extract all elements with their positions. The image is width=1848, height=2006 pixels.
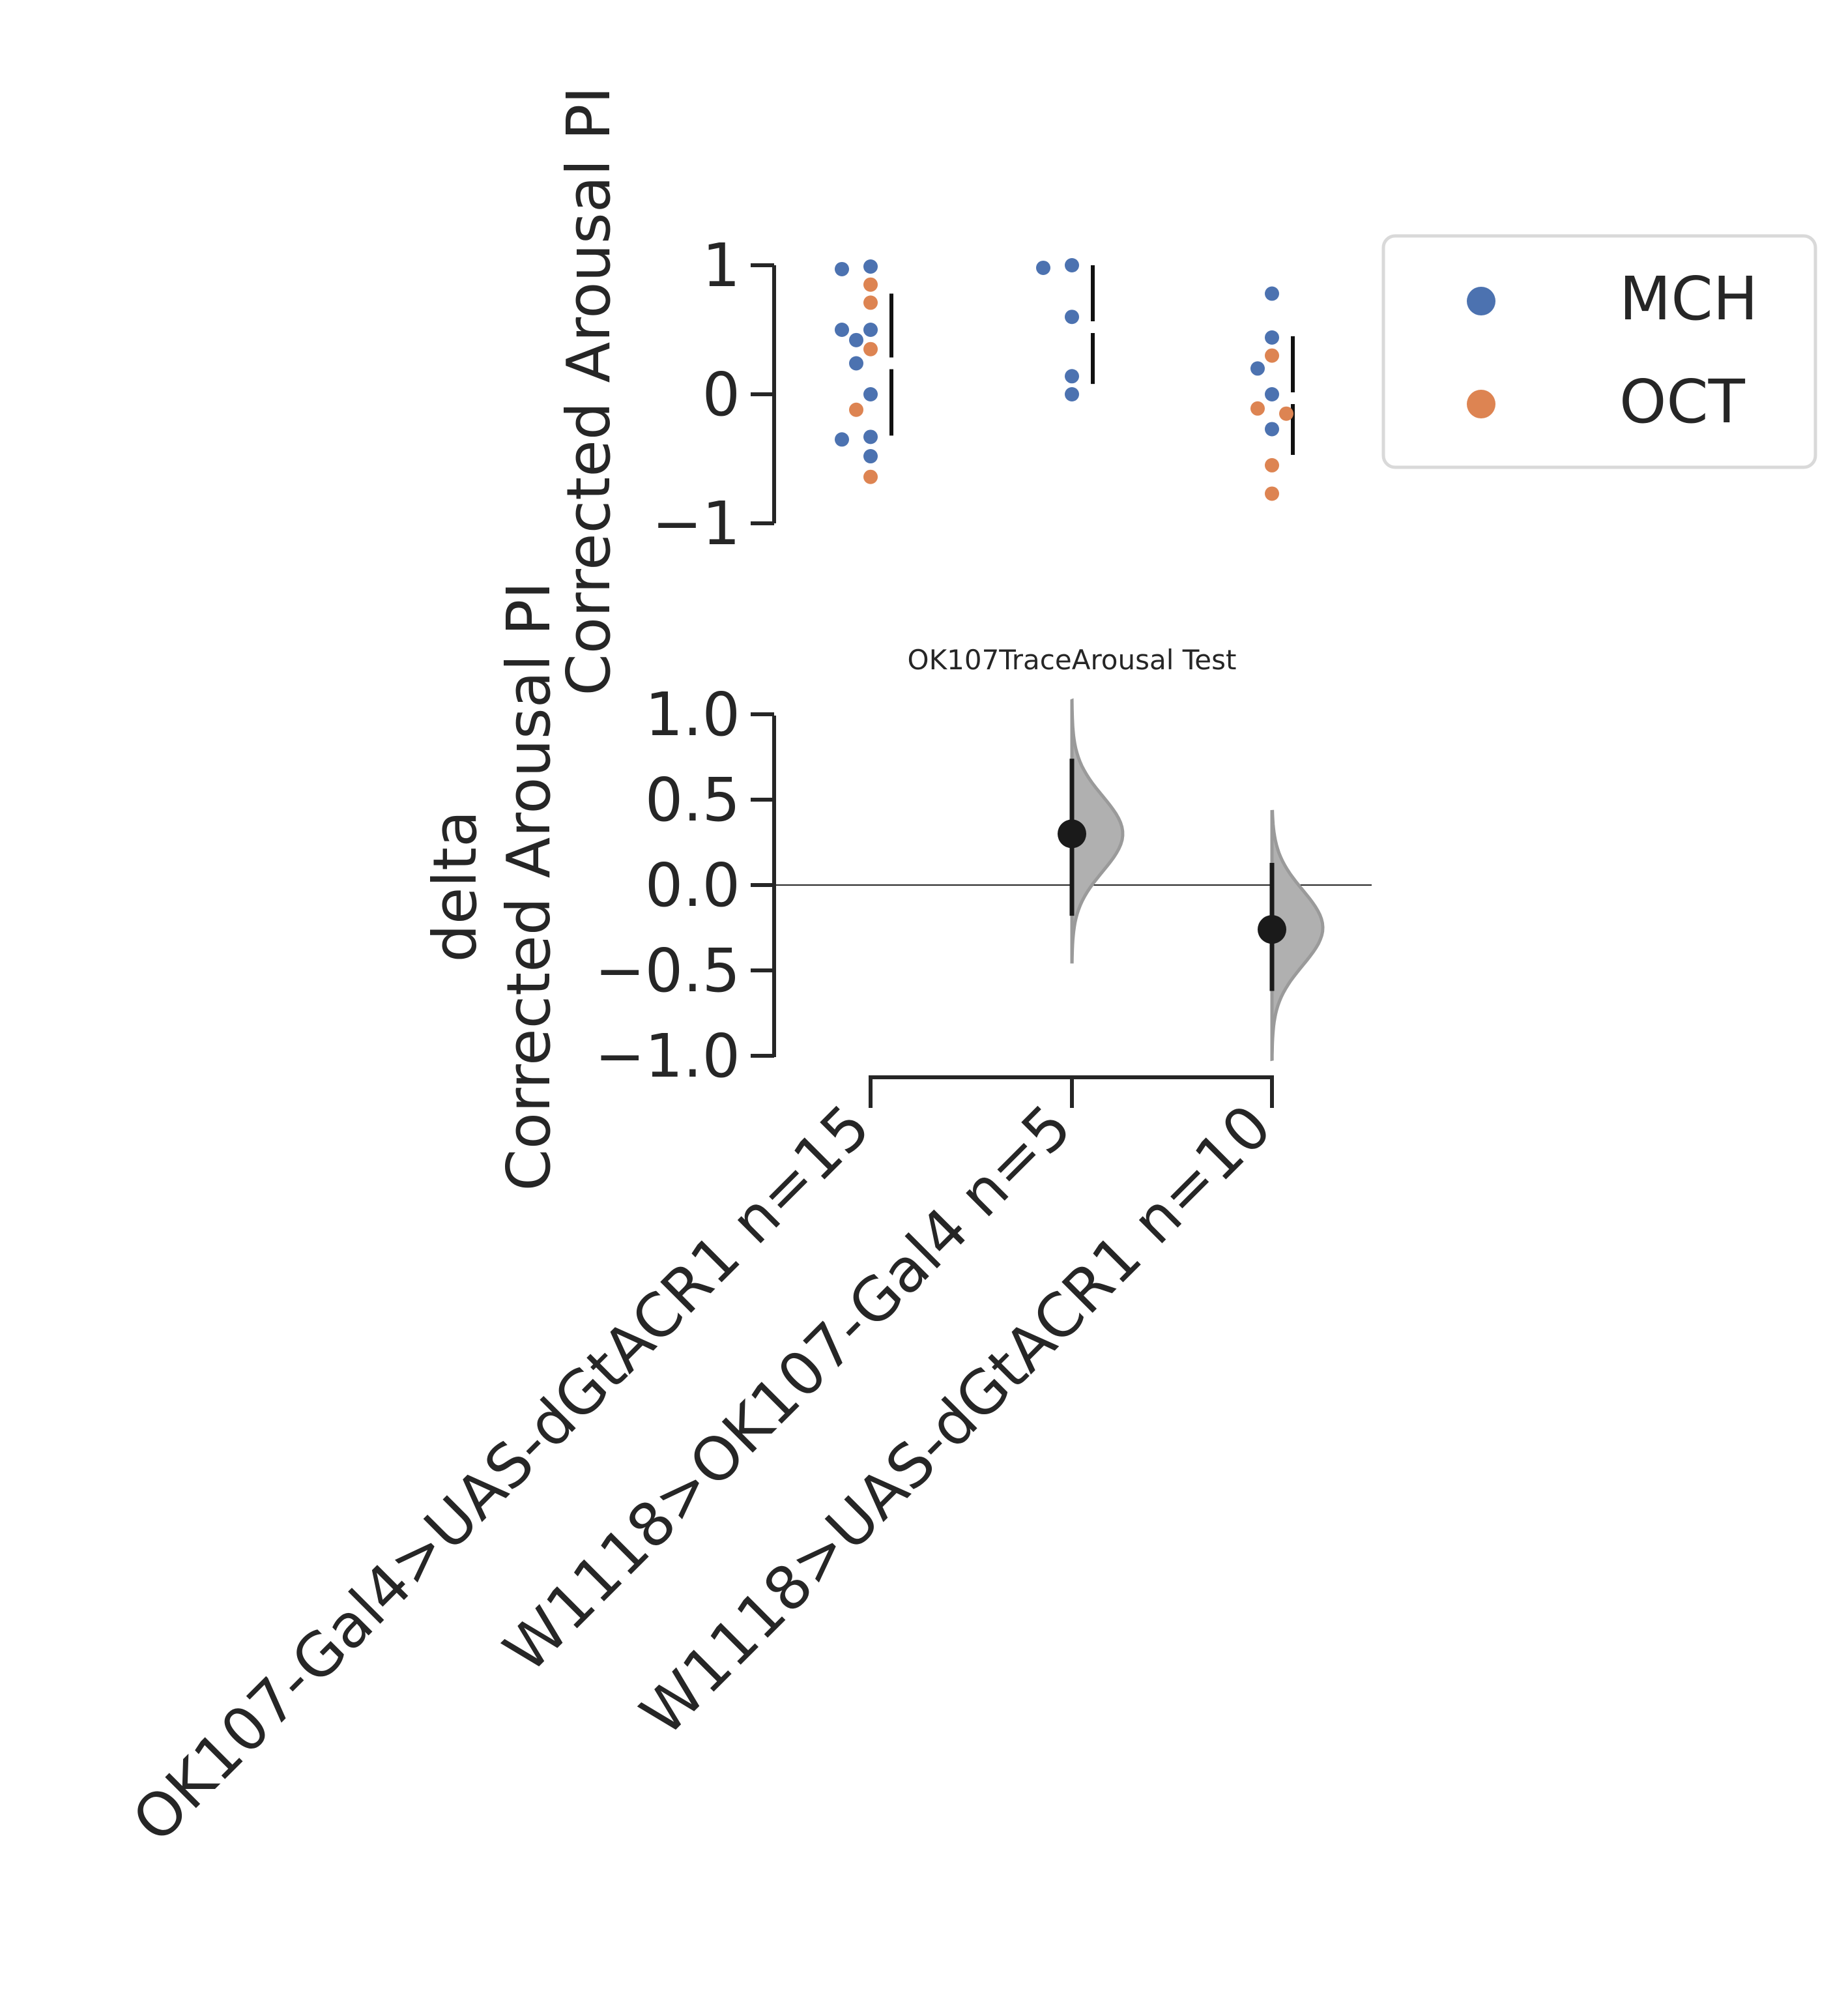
bottom-y-tick-label: −0.5 <box>595 936 740 1006</box>
mch-point <box>849 332 863 347</box>
bottom-y-tick-label: 1.0 <box>645 680 740 749</box>
bottom-panel: OK107TraceArousal Test −1.0 −0.5 0.0 0.5 1.0… <box>119 581 1372 1855</box>
oct-point <box>1265 458 1279 472</box>
oct-point <box>849 402 863 417</box>
x-tick-labels: OK107-Gal4>UAS-dGtACR1 n=15W1118>OK107-G… <box>119 1092 1284 1855</box>
mch-point <box>863 429 878 444</box>
mean-difference-point <box>1258 915 1286 944</box>
mean-difference-point <box>1058 819 1086 849</box>
mch-point <box>1065 369 1079 384</box>
bottom-y-ticks: −1.0 −0.5 0.0 0.5 1.0 <box>595 680 774 1091</box>
mch-point <box>1065 387 1079 401</box>
top-panel: −1 0 1 Corrected Arousal PI <box>554 86 1295 696</box>
oct-point <box>1265 486 1279 501</box>
bootstrap-distribution <box>1070 698 1125 964</box>
legend-marker-oct <box>1467 390 1495 418</box>
bottom-y-tick-label: −1.0 <box>595 1021 740 1091</box>
oct-point <box>863 277 878 292</box>
legend-marker-mch <box>1467 287 1495 315</box>
mch-point <box>1265 387 1279 401</box>
mch-point <box>863 387 878 401</box>
top-swarm-points <box>835 258 1293 501</box>
oct-point <box>1250 401 1265 416</box>
mch-point <box>849 356 863 371</box>
top-y-tick-label: 1 <box>702 231 740 300</box>
mch-point <box>835 261 849 276</box>
bootstrap-distribution <box>1270 809 1325 1062</box>
mch-point <box>1265 422 1279 437</box>
oct-point <box>863 469 878 484</box>
legend-label-mch: MCH <box>1619 264 1758 334</box>
bottom-y-axis-label-line1: delta <box>420 810 490 962</box>
mch-point <box>1036 260 1050 275</box>
top-y-tick-label: 0 <box>702 360 740 429</box>
effect-size-plots <box>1058 698 1325 1062</box>
top-y-tick-label: −1 <box>652 489 740 559</box>
bottom-title: OK107TraceArousal Test <box>908 644 1237 676</box>
legend-label-oct: OCT <box>1619 367 1746 437</box>
bottom-y-tick-label: 0.5 <box>645 765 740 835</box>
mch-point <box>1265 330 1279 345</box>
mch-point <box>835 323 849 337</box>
oct-point <box>1279 406 1293 421</box>
top-y-ticks: −1 0 1 <box>652 231 774 559</box>
mch-point <box>863 323 878 337</box>
bottom-y-axis-label-line2: Corrected Arousal PI <box>494 581 564 1191</box>
mch-point <box>835 432 849 447</box>
legend[interactable]: MCH OCT <box>1381 234 1817 469</box>
mch-point <box>1250 361 1265 376</box>
mch-point <box>1265 286 1279 301</box>
mch-point <box>1065 258 1079 272</box>
bottom-y-tick-label: 0.0 <box>645 850 740 920</box>
mch-point <box>863 259 878 274</box>
mch-point <box>863 449 878 464</box>
mch-point <box>1065 310 1079 325</box>
top-gapped-bars <box>889 265 1295 456</box>
oct-point <box>863 295 878 310</box>
bottom-x-ticks <box>869 1077 1274 1108</box>
oct-point <box>1265 348 1279 363</box>
top-y-axis-label: Corrected Arousal PI <box>554 86 624 695</box>
x-tick-label: OK107-Gal4>UAS-dGtACR1 n=15 <box>119 1092 883 1855</box>
oct-point <box>863 342 878 356</box>
